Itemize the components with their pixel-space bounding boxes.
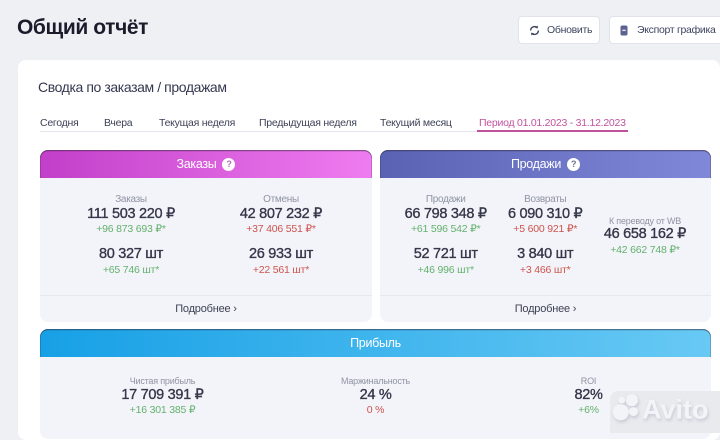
- svg-text:Avito: Avito: [642, 395, 709, 425]
